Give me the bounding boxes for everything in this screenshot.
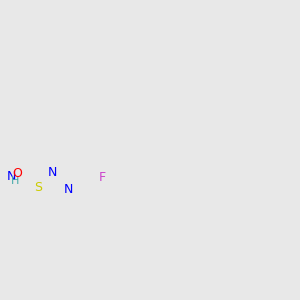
Text: H: H bbox=[11, 176, 19, 186]
Text: S: S bbox=[34, 181, 43, 194]
Text: F: F bbox=[99, 171, 106, 184]
Text: N: N bbox=[64, 183, 74, 196]
Text: N: N bbox=[48, 166, 57, 179]
Text: N: N bbox=[7, 170, 16, 183]
Text: O: O bbox=[12, 167, 22, 180]
